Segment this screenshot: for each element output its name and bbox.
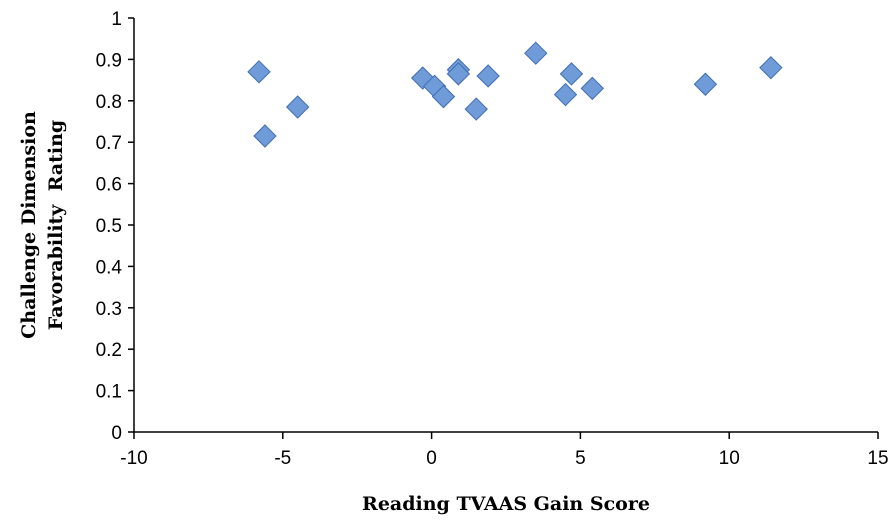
x-tick-label: -10 — [120, 448, 147, 469]
data-point — [580, 76, 605, 101]
data-point — [553, 82, 578, 107]
y-tick-label: 1 — [111, 9, 122, 30]
y-axis-ticks: 0 0.1 0.2 0.3 0.4 0.5 0.6 0.7 0.8 0.9 1 — [96, 9, 134, 444]
data-point — [759, 55, 783, 80]
y-tick-label: 0.4 — [96, 257, 123, 278]
data-point — [285, 95, 310, 119]
y-tick-label: 0 — [111, 423, 122, 444]
data-point — [559, 62, 584, 86]
x-tick-label: 10 — [719, 448, 740, 469]
y-tick-label: 0.2 — [96, 340, 122, 361]
x-tick-label: 15 — [867, 448, 888, 469]
y-tick-label: 0.3 — [96, 299, 122, 320]
y-axis-title: Challenge Dimension Favorability Rating — [18, 111, 67, 339]
data-point — [446, 62, 471, 86]
data-point — [247, 60, 271, 84]
y-tick-label: 0.5 — [96, 216, 122, 237]
data-point — [524, 41, 548, 65]
x-axis-title: Reading TVAAS Gain Score — [362, 493, 650, 515]
y-axis-title-line-1: Challenge Dimension — [18, 111, 40, 339]
x-tick-label: 0 — [426, 448, 437, 469]
data-point — [693, 72, 718, 96]
data-point — [431, 84, 456, 109]
y-tick-label: 0.1 — [96, 382, 122, 403]
y-tick-label: 0.7 — [96, 133, 122, 154]
data-point — [476, 64, 500, 88]
y-tick-label: 0.8 — [96, 92, 122, 113]
x-axis-ticks: -10 -5 0 5 10 15 — [120, 432, 889, 469]
x-tick-label: 5 — [575, 448, 586, 469]
y-tick-label: 0.6 — [96, 175, 122, 196]
data-points — [247, 41, 783, 148]
y-tick-label: 0.9 — [96, 50, 122, 71]
data-point — [253, 124, 277, 148]
x-tick-label: -5 — [274, 448, 291, 469]
data-point — [464, 97, 488, 121]
plot-area: -10 -5 0 5 10 15 0 0.1 0.2 0.3 0.4 0.5 0.6 0.7 0.8 0.9… — [96, 9, 889, 469]
y-axis-title-line-2: Favorability Rating — [45, 120, 67, 330]
